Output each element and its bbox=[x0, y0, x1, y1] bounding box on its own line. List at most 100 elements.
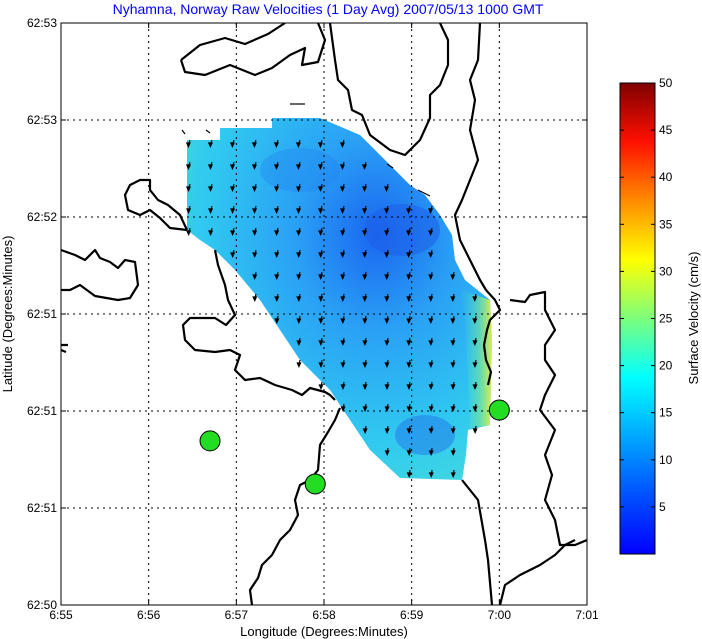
velocity-vector bbox=[417, 189, 431, 197]
chart-title: Nyhamna, Norway Raw Velocities (1 Day Av… bbox=[113, 1, 544, 17]
velocity-vector-head bbox=[406, 340, 412, 346]
velocity-vector-head bbox=[318, 230, 324, 236]
velocity-vector bbox=[386, 163, 394, 169]
velocity-vector-head bbox=[339, 142, 345, 148]
coastline-east-notch bbox=[482, 289, 502, 386]
velocity-vector-head bbox=[384, 318, 390, 324]
velocity-vector bbox=[205, 129, 211, 134]
velocity-vector-head bbox=[472, 384, 478, 390]
velocity-vector-head bbox=[340, 296, 346, 302]
velocity-vector-head bbox=[450, 362, 456, 368]
velocity-vector-head bbox=[185, 142, 191, 148]
velocity-vector-head bbox=[185, 164, 191, 170]
velocity-vector-head bbox=[274, 252, 280, 258]
colorbar-tick-label: 10 bbox=[659, 453, 673, 467]
coastline-southeast bbox=[461, 479, 576, 605]
velocity-vector-head bbox=[428, 340, 434, 346]
colorbar-tick-label: 40 bbox=[659, 170, 673, 184]
coastline-west-shore bbox=[61, 248, 140, 302]
coastline-north-inlet bbox=[328, 23, 450, 157]
x-tick-label: 6:57 bbox=[225, 608, 249, 622]
velocity-vector-head bbox=[472, 340, 478, 346]
velocity-vector-head bbox=[318, 362, 324, 368]
velocity-field bbox=[187, 118, 492, 480]
velocity-vector-head bbox=[317, 164, 323, 170]
velocity-vector-head bbox=[362, 384, 368, 390]
station-east bbox=[488, 399, 510, 421]
radar-stations bbox=[199, 399, 510, 495]
velocity-vector-head bbox=[208, 230, 214, 236]
velocity-vector-head bbox=[361, 186, 368, 192]
colorbar: 5 10 15 20 25 30 35 40 45 50 Surface Velocity (cm… bbox=[619, 76, 701, 555]
velocity-vector-head bbox=[472, 318, 478, 324]
velocity-vector-head bbox=[428, 252, 434, 258]
colorbar-tick-label: 5 bbox=[659, 500, 666, 514]
velocity-vector-head bbox=[406, 318, 412, 324]
x-axis-label: Longitude (Degrees:Minutes) bbox=[240, 624, 408, 639]
velocity-vector-head bbox=[252, 208, 258, 214]
x-axis: 6:55 6:56 6:57 6:58 6:59 7:00 7:01 bbox=[49, 23, 599, 622]
velocity-vector-head bbox=[295, 164, 301, 170]
velocity-vector-head bbox=[450, 340, 456, 346]
velocity-vector-head bbox=[384, 362, 390, 368]
velocity-vector-head bbox=[185, 186, 192, 192]
velocity-vector-head bbox=[472, 406, 478, 412]
velocity-vector-head bbox=[428, 362, 434, 368]
velocity-vector-head bbox=[318, 318, 324, 324]
y-axis: 62:53 62:53 62:52 62:51 62:51 62:51 62:50 bbox=[27, 16, 587, 612]
colorbar-ticks: 5 10 15 20 25 30 35 40 45 50 bbox=[620, 76, 673, 514]
velocity-vector-head bbox=[428, 406, 434, 412]
velocity-vector-head bbox=[384, 296, 390, 302]
velocity-vector-head bbox=[252, 252, 258, 258]
velocity-vector-head bbox=[406, 252, 412, 258]
velocity-vector-head bbox=[362, 230, 368, 236]
velocity-vector-head bbox=[450, 296, 456, 302]
coastline-southwest bbox=[181, 249, 336, 401]
velocity-vector-head bbox=[362, 252, 368, 258]
velocity-vector-head bbox=[384, 340, 390, 346]
velocity-vector-head bbox=[295, 142, 301, 148]
velocity-vector-head bbox=[450, 472, 456, 478]
velocity-vector-head bbox=[207, 142, 213, 148]
velocity-vector-head bbox=[406, 406, 412, 412]
colorbar-tick-label: 20 bbox=[659, 359, 673, 373]
velocity-vector-head bbox=[450, 384, 456, 390]
x-tick-label: 6:59 bbox=[400, 608, 424, 622]
velocity-vector-head bbox=[207, 164, 213, 170]
velocity-vector-head bbox=[428, 274, 434, 280]
velocity-vector-head bbox=[450, 274, 456, 280]
velocity-vector-head bbox=[340, 384, 346, 390]
velocity-vector-head bbox=[450, 318, 456, 324]
colorbar-tick-label: 25 bbox=[659, 312, 673, 326]
velocity-vector-head bbox=[208, 208, 214, 214]
velocity-vector-head bbox=[296, 230, 302, 236]
y-tick-label: 62:52 bbox=[27, 210, 57, 224]
velocity-vector-head bbox=[428, 450, 434, 456]
velocity-vector-head bbox=[274, 208, 280, 214]
velocity-vector-head bbox=[230, 230, 236, 236]
velocity-vector-head bbox=[318, 252, 324, 258]
coastline-south bbox=[248, 407, 342, 605]
velocity-vector-head bbox=[229, 164, 235, 170]
y-tick-label: 62:51 bbox=[27, 404, 57, 418]
velocity-vector-head bbox=[230, 208, 236, 214]
velocity-vector-head bbox=[317, 186, 324, 192]
velocity-vector-head bbox=[362, 340, 368, 346]
velocity-vector-head bbox=[406, 450, 412, 456]
velocity-vector-head bbox=[428, 384, 434, 390]
velocity-vector-head bbox=[274, 318, 280, 324]
coastline-north-island bbox=[179, 23, 327, 77]
colorbar-tick-label: 30 bbox=[659, 264, 673, 278]
velocity-vector-head bbox=[472, 296, 478, 302]
coastline-west-island bbox=[123, 178, 188, 232]
velocity-vector-head bbox=[362, 362, 368, 368]
velocity-core-south bbox=[395, 415, 455, 455]
velocity-vector-head bbox=[340, 230, 346, 236]
colorbar-scale bbox=[619, 82, 656, 555]
velocity-vector-head bbox=[296, 318, 302, 324]
velocity-vector-head bbox=[362, 428, 368, 434]
velocity-vector-head bbox=[186, 230, 192, 236]
velocity-vector-head bbox=[296, 362, 302, 368]
x-tick-label: 6:58 bbox=[312, 608, 336, 622]
